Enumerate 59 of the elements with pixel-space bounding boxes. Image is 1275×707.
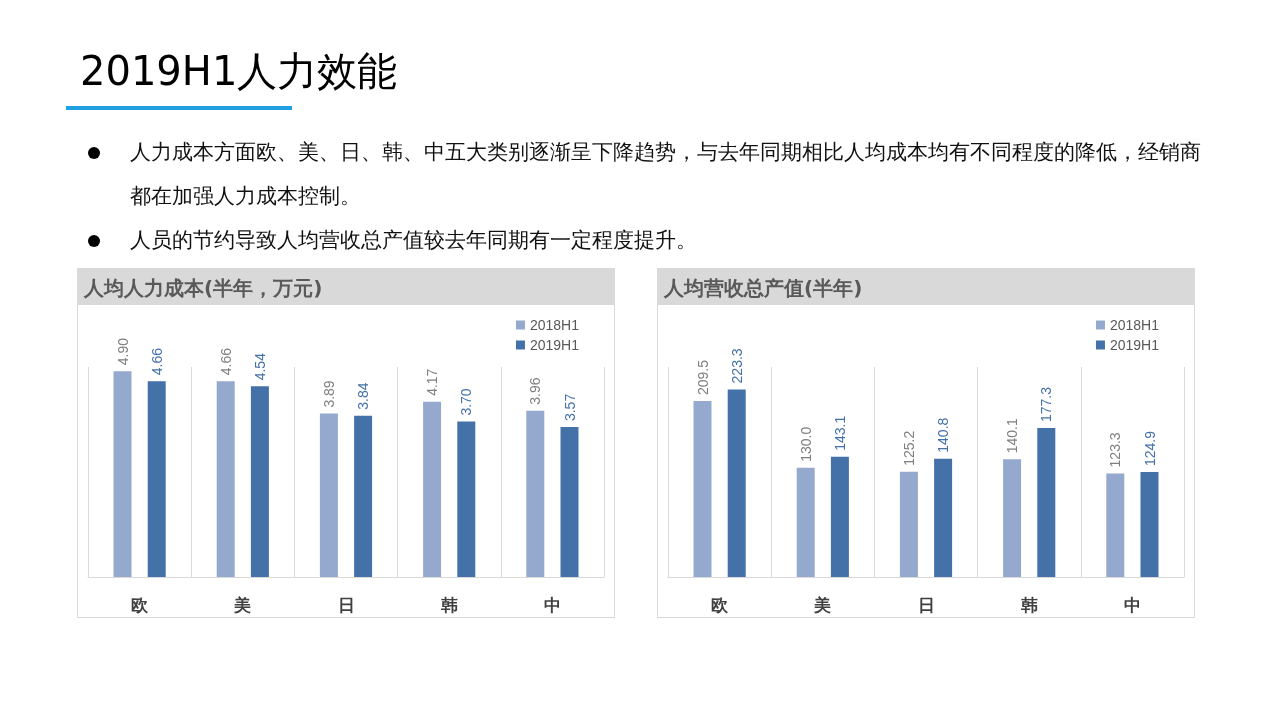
bar — [560, 427, 579, 577]
x-tick-label: 美 — [233, 596, 252, 615]
chart-title: 人均人力成本(半年，万元) — [78, 269, 614, 305]
bar — [1106, 473, 1125, 577]
data-label: 223.3 — [728, 348, 745, 384]
bar — [830, 456, 849, 577]
bar — [113, 371, 132, 577]
x-tick-label: 日 — [337, 596, 355, 615]
x-tick-label: 欧 — [711, 596, 730, 615]
bar — [354, 415, 373, 577]
x-tick-label: 中 — [1123, 596, 1141, 615]
legend-label: 2018H1 — [529, 317, 580, 333]
x-tick-label: 日 — [917, 596, 935, 615]
data-label: 3.57 — [561, 393, 578, 422]
bar — [934, 458, 953, 577]
data-label: 4.90 — [114, 337, 131, 366]
data-label: 3.89 — [320, 380, 337, 408]
bar — [1140, 472, 1159, 577]
data-label: 130.0 — [797, 426, 814, 462]
bar — [1003, 459, 1022, 577]
data-label: 4.54 — [251, 352, 268, 381]
bar — [423, 401, 442, 577]
bar — [216, 381, 235, 577]
bar — [899, 471, 918, 577]
data-label: 123.3 — [1107, 432, 1124, 468]
x-tick-label: 韩 — [439, 596, 458, 615]
bar — [319, 413, 338, 577]
bar — [250, 386, 269, 577]
data-label: 3.84 — [355, 382, 372, 410]
text: 人力成本方面欧、美、日、韩、中五大类别逐渐呈下降趋势，与去年同期相比人均成本均有不同程度的降低，经销商都在加强人力成本控制。 — [129, 139, 1202, 210]
bar — [457, 421, 476, 577]
bar — [693, 401, 712, 577]
data-label: 125.2 — [900, 430, 917, 466]
data-label: 3.70 — [458, 388, 475, 416]
legend-label: 2019H1 — [529, 337, 580, 353]
x-tick-label: 中 — [543, 596, 561, 615]
legend-label: 2018H1 — [1109, 317, 1160, 333]
text: 人员的节约导致人均营收总产值较去年同期有一定程度提升。 — [129, 227, 698, 254]
bar — [1037, 428, 1056, 577]
data-label: 209.5 — [694, 359, 711, 396]
data-label: 4.66 — [148, 347, 165, 376]
data-label: 4.66 — [217, 347, 234, 376]
bar — [727, 389, 746, 577]
data-label: 140.8 — [935, 417, 952, 453]
x-tick-label: 韩 — [1019, 596, 1038, 615]
x-tick-label: 欧 — [131, 596, 150, 615]
data-label: 177.3 — [1038, 386, 1055, 423]
legend-label: 2019H1 — [1109, 337, 1160, 353]
data-label: 3.96 — [527, 377, 544, 405]
x-tick-label: 美 — [813, 596, 832, 615]
data-label: 140.1 — [1004, 418, 1021, 454]
data-label: 143.1 — [831, 415, 848, 451]
bar — [796, 467, 815, 577]
text: 2019H1人力效能 — [80, 47, 398, 96]
data-label: 4.17 — [424, 368, 441, 396]
bar — [147, 381, 166, 577]
bar — [526, 410, 545, 577]
chart-title: 人均营收总产值(半年) — [658, 269, 1194, 305]
data-label: 124.9 — [1141, 430, 1158, 467]
